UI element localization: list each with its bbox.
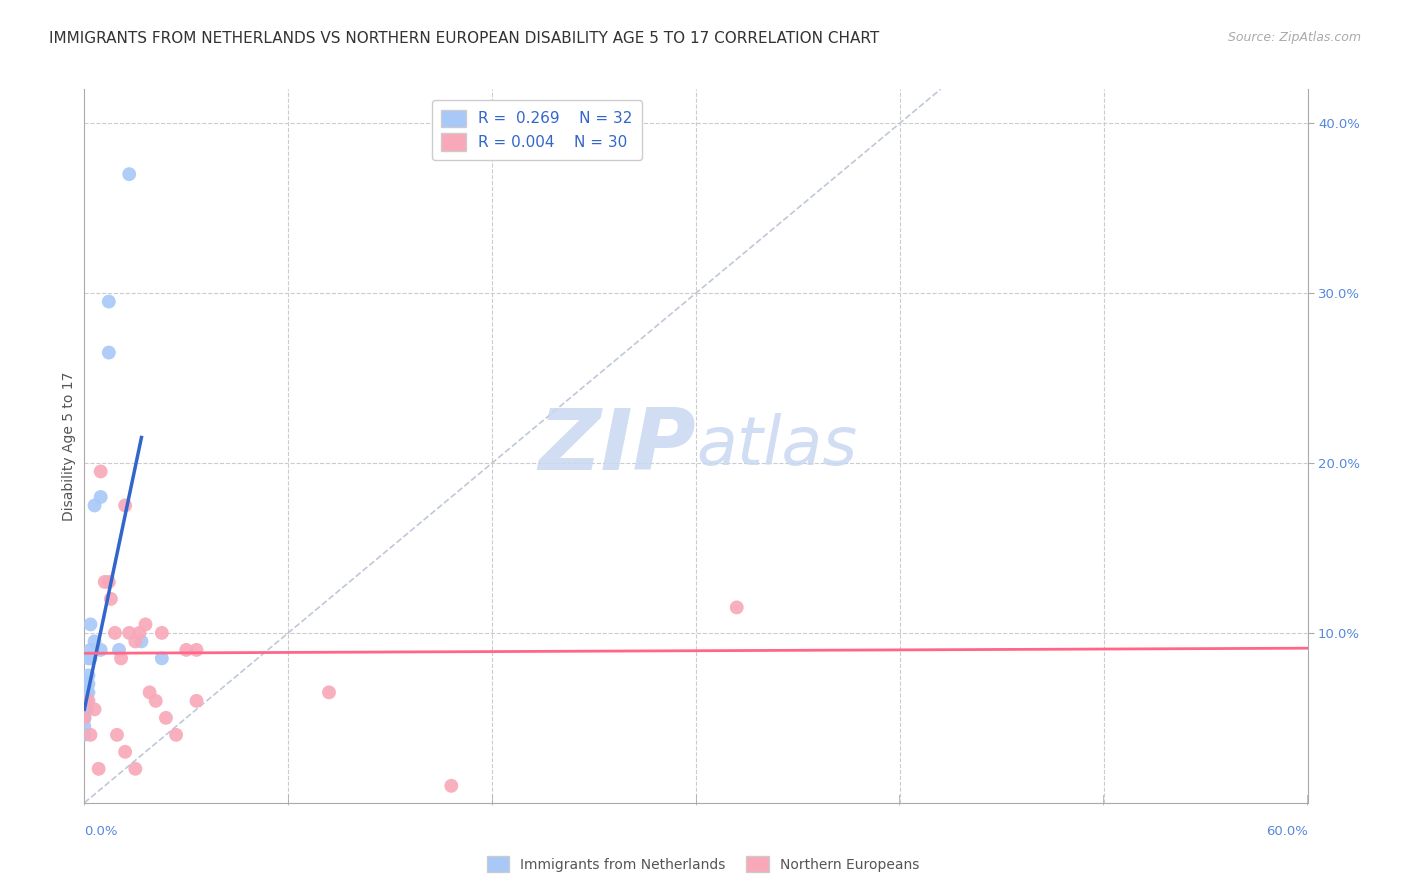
Point xyxy=(138,685,160,699)
Point xyxy=(79,617,101,632)
Point xyxy=(104,626,127,640)
Point xyxy=(87,762,110,776)
Point xyxy=(73,711,96,725)
Point xyxy=(108,643,131,657)
Point xyxy=(725,600,748,615)
Point xyxy=(73,694,96,708)
Point xyxy=(118,626,141,640)
Text: 60.0%: 60.0% xyxy=(1265,825,1308,838)
Point xyxy=(77,677,100,691)
Point xyxy=(75,677,97,691)
Point xyxy=(83,702,105,716)
Text: Source: ZipAtlas.com: Source: ZipAtlas.com xyxy=(1227,31,1361,45)
Point xyxy=(83,634,105,648)
Point xyxy=(73,702,96,716)
Point xyxy=(97,574,120,589)
Point xyxy=(73,711,96,725)
Point xyxy=(73,685,96,699)
Point xyxy=(73,719,96,733)
Point xyxy=(75,702,97,716)
Legend: Immigrants from Netherlands, Northern Europeans: Immigrants from Netherlands, Northern Eu… xyxy=(481,851,925,878)
Point xyxy=(135,617,157,632)
Point xyxy=(150,626,173,640)
Point xyxy=(90,490,112,504)
Text: |: | xyxy=(1306,794,1309,805)
Point xyxy=(318,685,340,699)
Point xyxy=(128,626,150,640)
Point xyxy=(79,651,101,665)
Point xyxy=(77,685,100,699)
Point xyxy=(73,711,96,725)
Point xyxy=(97,345,120,359)
Point xyxy=(131,634,153,648)
Point xyxy=(73,685,96,699)
Text: atlas: atlas xyxy=(696,413,858,479)
Point xyxy=(73,702,96,716)
Point xyxy=(145,694,167,708)
Y-axis label: Disability Age 5 to 17: Disability Age 5 to 17 xyxy=(62,371,76,521)
Text: |: | xyxy=(898,794,901,805)
Point xyxy=(118,167,141,181)
Point xyxy=(75,685,97,699)
Point xyxy=(83,499,105,513)
Point xyxy=(90,465,112,479)
Point xyxy=(124,634,146,648)
Point xyxy=(105,728,128,742)
Point xyxy=(440,779,463,793)
Point xyxy=(165,728,187,742)
Text: 0.0%: 0.0% xyxy=(84,825,118,838)
Point xyxy=(73,728,96,742)
Point xyxy=(100,591,122,606)
Point xyxy=(186,694,208,708)
Point xyxy=(150,651,173,665)
Text: |: | xyxy=(1102,794,1105,805)
Point xyxy=(186,643,208,657)
Point xyxy=(75,694,97,708)
Text: |: | xyxy=(83,794,86,805)
Text: |: | xyxy=(491,794,494,805)
Point xyxy=(114,745,136,759)
Point xyxy=(110,651,132,665)
Text: ZIP: ZIP xyxy=(538,404,696,488)
Point xyxy=(79,728,101,742)
Point xyxy=(176,643,198,657)
Point xyxy=(124,762,146,776)
Point xyxy=(93,574,117,589)
Point xyxy=(75,702,97,716)
Text: |: | xyxy=(287,794,290,805)
Point xyxy=(77,651,100,665)
Point xyxy=(90,643,112,657)
Text: IMMIGRANTS FROM NETHERLANDS VS NORTHERN EUROPEAN DISABILITY AGE 5 TO 17 CORRELAT: IMMIGRANTS FROM NETHERLANDS VS NORTHERN … xyxy=(49,31,880,46)
Point xyxy=(75,685,97,699)
Point xyxy=(77,694,100,708)
Point xyxy=(97,294,120,309)
Point xyxy=(77,668,100,682)
Point xyxy=(79,643,101,657)
Point xyxy=(155,711,177,725)
Point xyxy=(114,499,136,513)
Text: |: | xyxy=(695,794,697,805)
Legend: R =  0.269    N = 32, R = 0.004    N = 30: R = 0.269 N = 32, R = 0.004 N = 30 xyxy=(432,101,641,161)
